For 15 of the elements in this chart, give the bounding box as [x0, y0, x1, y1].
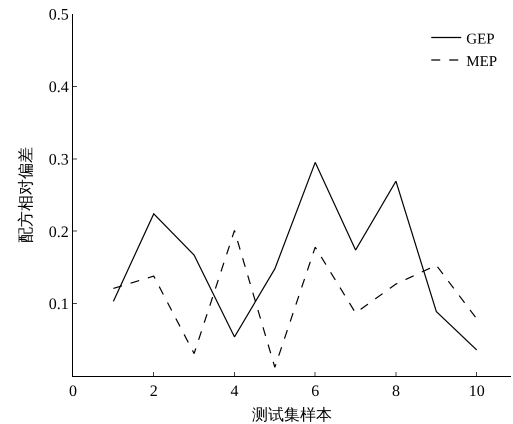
y-axis-title: 配方相对偏差	[16, 147, 35, 243]
x-tick-label: 2	[150, 383, 158, 400]
legend-label: GEP	[466, 31, 495, 48]
y-tick-label: 0.5	[48, 6, 69, 24]
x-tick-label: 10	[468, 383, 485, 400]
legend-label: MEP	[466, 54, 498, 70]
y-tick-label: 0.1	[48, 296, 69, 314]
x-axis-title: 测试集样本	[252, 405, 332, 424]
x-tick-label: 6	[311, 383, 320, 400]
y-tick-label: 0.4	[48, 79, 69, 96]
x-tick-label: 0	[69, 383, 77, 400]
y-tick-label: 0.3	[48, 151, 69, 168]
x-tick-label: 8	[392, 383, 400, 400]
x-tick-label: 4	[230, 383, 238, 400]
y-tick-label: 0.2	[48, 224, 69, 241]
